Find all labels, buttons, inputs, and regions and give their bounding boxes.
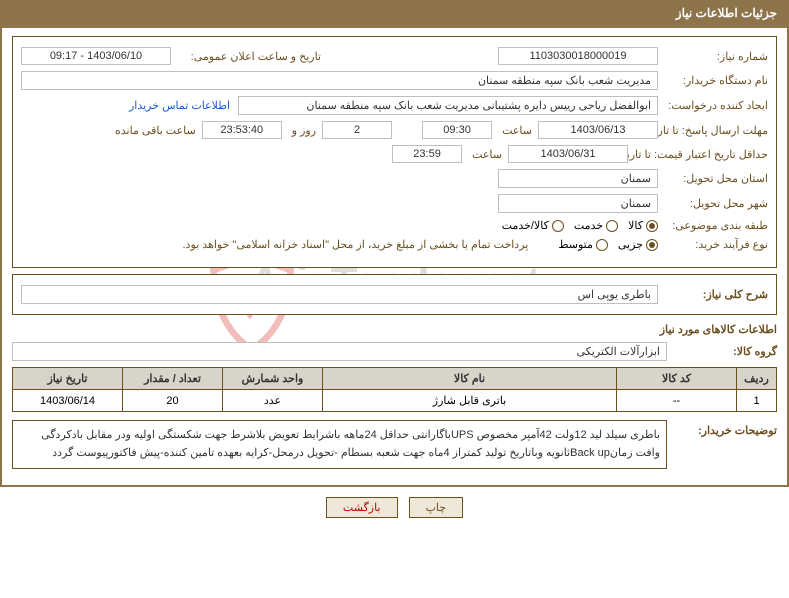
main-panel: AriaTender.net شماره نیاز: 1103030018000… xyxy=(0,26,789,487)
time-label-2: ساعت xyxy=(468,148,502,161)
requester-value: ابوالفضل ریاحی رییس دایره پشتیبانی مدیری… xyxy=(238,96,658,115)
radio-service[interactable]: خدمت xyxy=(574,219,618,232)
buyer-org-value: مدیریت شعب بانک سپه منطقه سمنان xyxy=(21,71,658,90)
province-value: سمنان xyxy=(498,169,658,188)
col-unit: واحد شمارش xyxy=(223,368,323,390)
deadline-date: 1403/06/13 xyxy=(538,121,658,139)
cell-idx: 1 xyxy=(737,390,777,412)
radio-dot-icon xyxy=(646,239,658,251)
radio-partial[interactable]: جزیی xyxy=(618,238,658,251)
items-table: ردیف کد کالا نام کالا واحد شمارش تعداد /… xyxy=(12,367,777,412)
items-section-title: اطلاعات کالاهای مورد نیاز xyxy=(12,323,777,336)
requester-label: ایجاد کننده درخواست: xyxy=(658,99,768,112)
purchase-type-label: نوع فرآیند خرید: xyxy=(658,238,768,251)
buyer-notes-value: باطری سیلد لید 12ولت 42آمپر مخصوص UPSباگ… xyxy=(12,420,667,469)
brief-label: شرح کلی نیاز: xyxy=(658,288,768,301)
group-value: ابزارآلات الکتریکی xyxy=(12,342,667,361)
payment-note: پرداخت تمام یا بخشی از مبلغ خرید، از محل… xyxy=(179,238,529,251)
brief-value: باطری یوپی اس xyxy=(21,285,658,304)
countdown-value: 23:53:40 xyxy=(202,121,282,139)
announce-label: تاریخ و ساعت اعلان عمومی: xyxy=(171,50,321,63)
row-buyer-org: نام دستگاه خریدار: مدیریت شعب بانک سپه م… xyxy=(21,71,768,90)
province-label: استان محل تحویل: xyxy=(658,172,768,185)
row-deadline: مهلت ارسال پاسخ: تا تاریخ: 1403/06/13 سا… xyxy=(21,121,768,139)
cell-name: باتری قابل شارژ xyxy=(323,390,617,412)
deadline-label: مهلت ارسال پاسخ: تا تاریخ: xyxy=(658,124,768,137)
city-value: سمنان xyxy=(498,194,658,213)
radio-medium[interactable]: متوسط xyxy=(558,238,608,251)
row-city: شهر محل تحویل: سمنان xyxy=(21,194,768,213)
radio-dot-icon xyxy=(606,220,618,232)
row-province: استان محل تحویل: سمنان xyxy=(21,169,768,188)
row-number: شماره نیاز: 1103030018000019 تاریخ و ساع… xyxy=(21,47,768,65)
need-number-value: 1103030018000019 xyxy=(498,47,658,65)
buyer-org-label: نام دستگاه خریدار: xyxy=(658,74,768,87)
action-bar: چاپ بازگشت xyxy=(0,497,789,518)
table-header-row: ردیف کد کالا نام کالا واحد شمارش تعداد /… xyxy=(13,368,777,390)
radio-both[interactable]: کالا/خدمت xyxy=(502,219,564,232)
radio-dot-icon xyxy=(596,239,608,251)
validity-date: 1403/06/31 xyxy=(508,145,628,163)
row-requester: ایجاد کننده درخواست: ابوالفضل ریاحی رییس… xyxy=(21,96,768,115)
radio-both-label: کالا/خدمت xyxy=(502,219,549,232)
cell-code: -- xyxy=(617,390,737,412)
buyer-notes-label: توضیحات خریدار: xyxy=(667,420,777,437)
panel-header: جزئیات اطلاعات نیاز xyxy=(0,0,789,26)
city-label: شهر محل تحویل: xyxy=(658,197,768,210)
cell-date: 1403/06/14 xyxy=(13,390,123,412)
validity-time: 23:59 xyxy=(392,145,462,163)
row-purchase-type: نوع فرآیند خرید: جزیی متوسط پرداخت تمام … xyxy=(21,238,768,251)
radio-goods-label: کالا xyxy=(628,219,643,232)
row-buyer-notes: توضیحات خریدار: باطری سیلد لید 12ولت 42آ… xyxy=(12,420,777,469)
cell-unit: عدد xyxy=(223,390,323,412)
radio-dot-icon xyxy=(552,220,564,232)
time-label-1: ساعت xyxy=(498,124,532,137)
table-row: 1 -- باتری قابل شارژ عدد 20 1403/06/14 xyxy=(13,390,777,412)
details-box: شماره نیاز: 1103030018000019 تاریخ و ساع… xyxy=(12,36,777,268)
days-value: 2 xyxy=(322,121,392,139)
announce-value: 1403/06/10 - 09:17 xyxy=(21,47,171,65)
brief-box: شرح کلی نیاز: باطری یوپی اس xyxy=(12,274,777,315)
remaining-label: ساعت باقی مانده xyxy=(111,124,196,137)
radio-medium-label: متوسط xyxy=(558,238,593,251)
row-validity: حداقل تاریخ اعتبار قیمت: تا تاریخ: 1403/… xyxy=(21,145,768,163)
col-date: تاریخ نیاز xyxy=(13,368,123,390)
group-label: گروه کالا: xyxy=(667,345,777,358)
need-number-label: شماره نیاز: xyxy=(658,50,768,63)
col-name: نام کالا xyxy=(323,368,617,390)
row-group: گروه کالا: ابزارآلات الکتریکی xyxy=(12,342,777,361)
radio-goods[interactable]: کالا xyxy=(628,219,658,232)
print-button[interactable]: چاپ xyxy=(409,497,464,518)
col-qty: تعداد / مقدار xyxy=(123,368,223,390)
col-code: کد کالا xyxy=(617,368,737,390)
validity-label: حداقل تاریخ اعتبار قیمت: تا تاریخ: xyxy=(628,148,768,161)
cell-qty: 20 xyxy=(123,390,223,412)
radio-partial-label: جزیی xyxy=(618,238,643,251)
contact-link[interactable]: اطلاعات تماس خریدار xyxy=(129,99,230,112)
radio-dot-icon xyxy=(646,220,658,232)
row-subject-cat: طبقه بندی موضوعی: کالا خدمت کالا/خدمت xyxy=(21,219,768,232)
back-button[interactable]: بازگشت xyxy=(326,497,398,518)
col-idx: ردیف xyxy=(737,368,777,390)
deadline-time: 09:30 xyxy=(422,121,492,139)
radio-service-label: خدمت xyxy=(574,219,603,232)
subject-cat-label: طبقه بندی موضوعی: xyxy=(658,219,768,232)
panel-title: جزئیات اطلاعات نیاز xyxy=(676,6,777,20)
days-sep: روز و xyxy=(288,124,316,137)
